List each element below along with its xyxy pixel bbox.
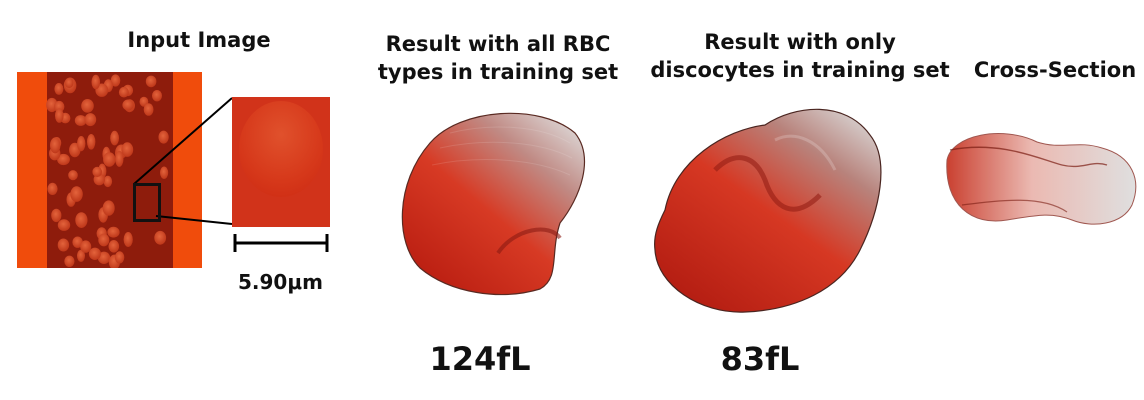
micrograph-cell xyxy=(97,251,111,264)
micrograph-cell xyxy=(158,130,169,144)
micrograph-cell xyxy=(55,108,64,123)
micrograph-cell xyxy=(57,219,71,231)
discocytes-volume: 83fL xyxy=(720,340,800,378)
micrograph-cell xyxy=(122,99,134,111)
micrograph-cell xyxy=(57,153,70,166)
discocytes-title-line1: Result with only xyxy=(704,30,896,54)
micrograph-cell xyxy=(54,100,65,113)
scale-bar xyxy=(233,234,329,252)
micrograph-cell xyxy=(154,230,167,245)
rbc-cross-section xyxy=(946,133,1137,225)
micrograph-cell xyxy=(110,130,119,146)
micrograph-cell xyxy=(54,83,64,95)
micrograph-cell xyxy=(84,113,97,127)
micrograph-cell xyxy=(77,136,86,152)
micrograph-cell xyxy=(57,238,70,252)
micrograph-cell xyxy=(51,208,62,223)
micrograph-cell xyxy=(115,150,124,167)
zoom-box xyxy=(133,183,161,222)
micrograph-cell xyxy=(74,115,87,126)
micrograph-cell xyxy=(92,166,102,177)
micrograph-cell xyxy=(108,240,120,253)
discocytes-title-line2: discocytes in training set xyxy=(650,58,950,82)
micrograph-cell xyxy=(102,200,115,216)
micrograph-cell xyxy=(160,166,169,179)
discocytes-title: Result with only discocytes in training … xyxy=(640,28,960,84)
scale-label: 5.90μm xyxy=(238,270,323,294)
micrograph-cell xyxy=(145,75,157,88)
all-rbc-title-line1: Result with all RBC xyxy=(385,32,611,56)
micrograph-cell xyxy=(50,137,61,154)
micrograph-cell xyxy=(118,86,129,98)
micrograph-cell xyxy=(88,247,101,260)
micrograph-cell xyxy=(91,74,101,90)
micrograph-cell xyxy=(65,77,74,89)
micrograph-cell xyxy=(98,233,110,247)
micrograph-cell xyxy=(87,134,96,150)
micrograph-cell xyxy=(72,236,83,248)
zoom-lines xyxy=(133,97,233,225)
micrograph-cell xyxy=(70,186,83,202)
all-rbc-title: Result with all RBC types in training se… xyxy=(350,30,646,86)
micrograph-cell xyxy=(77,249,85,262)
all-rbc-title-line2: types in training set xyxy=(377,60,619,84)
micrograph-cell xyxy=(103,175,113,188)
micrograph-cell xyxy=(110,74,121,87)
all-rbc-volume: 124fL xyxy=(429,340,531,378)
micrograph-cell xyxy=(103,152,116,167)
micrograph-cell xyxy=(152,90,162,102)
micrograph-cell xyxy=(143,103,154,116)
rbc-reconstruction-discocytes xyxy=(654,108,882,313)
input-image-title: Input Image xyxy=(127,28,271,52)
zoomed-cell-image xyxy=(232,97,330,227)
micrograph-cell xyxy=(68,170,78,181)
micrograph-cell xyxy=(121,142,134,157)
micrograph-cell xyxy=(123,232,133,247)
rbc-reconstruction-all-types xyxy=(401,112,585,296)
input-micrograph xyxy=(17,72,202,268)
micrograph-cell xyxy=(64,255,75,267)
micrograph-cell xyxy=(47,182,58,195)
micrograph-cell xyxy=(75,212,88,229)
micrograph-cell xyxy=(81,99,94,113)
micrograph-cell xyxy=(114,251,125,264)
micrograph-cell xyxy=(80,240,92,253)
cross-section-title: Cross-Section xyxy=(973,58,1137,82)
micrograph-cell xyxy=(107,226,120,238)
